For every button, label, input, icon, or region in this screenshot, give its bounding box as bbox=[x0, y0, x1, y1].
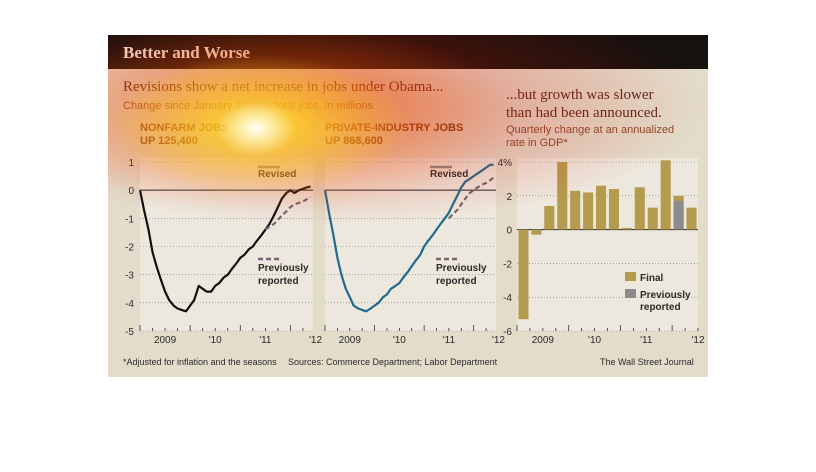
gdp-bar-final bbox=[595, 185, 607, 230]
gdp-legend-prev-label: Previously bbox=[640, 290, 691, 301]
gdp-y-tick-label: -6 bbox=[503, 327, 512, 338]
gdp-x-tick-label: '11 bbox=[640, 335, 653, 346]
nonfarm-y-tick-label: -5 bbox=[125, 327, 134, 338]
gdp-x-tick-label: '10 bbox=[588, 335, 601, 346]
gdp-bar-final bbox=[570, 190, 581, 230]
chart-canvas: 1 0 -1 -2 -3 -4 -5 2009 '10 '11 '12 Revised Previous… bbox=[125, 158, 705, 346]
gdp-x-tick-label: '12 bbox=[691, 335, 704, 346]
private-x-tick-label: '10 bbox=[393, 335, 406, 346]
nonfarm-plot-area bbox=[140, 158, 313, 331]
gdp-bar-final bbox=[621, 227, 632, 230]
gdp-bar-final bbox=[660, 160, 671, 230]
gdp-legend-prev-label-2: reported bbox=[640, 302, 681, 313]
nonfarm-y-tick-label: -3 bbox=[125, 271, 134, 282]
gdp-y-tick-label: 4% bbox=[498, 158, 513, 169]
nonfarm-y-tick-label: 0 bbox=[128, 186, 134, 197]
gdp-bar-final bbox=[608, 189, 620, 230]
gdp-bar-final bbox=[518, 229, 529, 320]
private-plot-area bbox=[325, 158, 496, 331]
nonfarm-y-tick-label: 1 bbox=[128, 158, 134, 169]
nonfarm-x-tick-label: '10 bbox=[209, 335, 222, 346]
gdp-bar-final bbox=[583, 192, 594, 230]
nonfarm-legend-revised-label: Revised bbox=[258, 169, 296, 180]
nonfarm-x-tick-label: 2009 bbox=[154, 335, 177, 346]
private-x-tick-label: 2009 bbox=[339, 335, 362, 346]
gdp-y-tick-label: -4 bbox=[503, 293, 512, 304]
gdp-bar-final bbox=[634, 187, 645, 230]
private-legend-prev-label: Previously bbox=[436, 263, 487, 274]
private-legend-revised-label: Revised bbox=[430, 169, 468, 180]
private-legend-prev-label-2: reported bbox=[436, 276, 477, 287]
nonfarm-x-tick-label: '12 bbox=[309, 335, 322, 346]
nonfarm-x-tick-label: '11 bbox=[259, 335, 272, 346]
footnote: *Adjusted for inflation and the seasons bbox=[123, 357, 277, 367]
gdp-legend-prev-swatch bbox=[625, 289, 636, 298]
gdp-bar-final bbox=[544, 205, 555, 230]
gdp-bar-final bbox=[531, 229, 542, 235]
gdp-y-tick-label: 2 bbox=[506, 192, 512, 203]
gdp-x-tick-label: 2009 bbox=[532, 335, 555, 346]
nonfarm-y-tick-label: -4 bbox=[125, 299, 134, 310]
private-x-tick-label: '11 bbox=[443, 335, 456, 346]
gdp-legend-final-swatch bbox=[625, 272, 636, 281]
sources: Sources: Commerce Department; Labor Depa… bbox=[288, 357, 498, 367]
gdp-bar-final bbox=[647, 207, 658, 230]
nonfarm-legend-prev-label: Previously bbox=[258, 263, 309, 274]
nonfarm-legend-prev-label-2: reported bbox=[258, 276, 299, 287]
gdp-bar-final bbox=[686, 207, 697, 230]
credit: The Wall Street Journal bbox=[600, 357, 694, 367]
gdp-y-tick-label: -2 bbox=[503, 259, 512, 270]
gdp-bar-previously-reported bbox=[673, 200, 684, 230]
gdp-legend-final-label: Final bbox=[640, 273, 664, 284]
gdp-y-tick-label: 0 bbox=[506, 226, 512, 237]
graphic: Better and Worse Revisions show a net in… bbox=[108, 35, 708, 377]
gdp-bar-final bbox=[557, 162, 568, 230]
nonfarm-y-tick-label: -2 bbox=[125, 243, 134, 254]
nonfarm-y-tick-label: -1 bbox=[125, 214, 134, 225]
